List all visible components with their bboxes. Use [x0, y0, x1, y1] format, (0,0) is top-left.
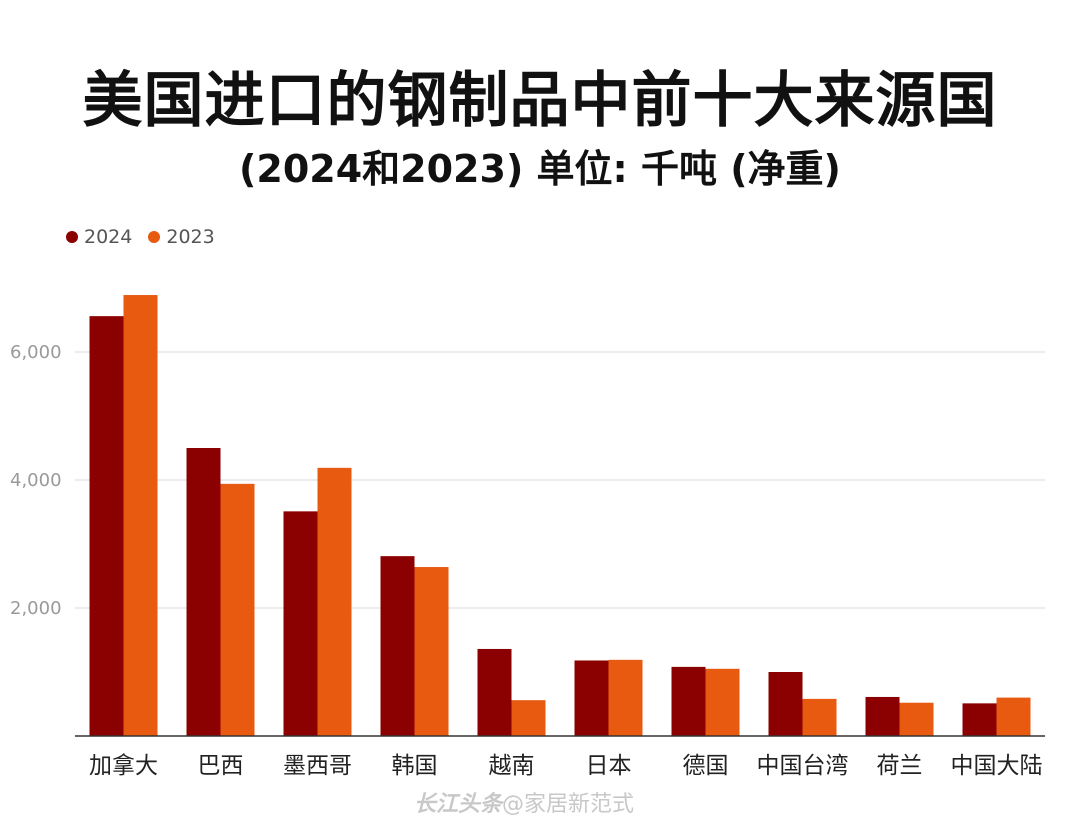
bar-2023-8	[899, 702, 934, 736]
y-tick-label: 2,000	[10, 598, 62, 619]
bar-2023-4	[511, 700, 546, 736]
x-category-label: 荷兰	[877, 753, 923, 779]
bar-2024-1	[186, 448, 221, 736]
x-category-label: 德国	[683, 753, 729, 779]
bar-2023-1	[220, 483, 255, 736]
x-category-label: 巴西	[198, 753, 244, 779]
bar-2024-4	[477, 648, 512, 736]
legend-swatch-2024	[66, 231, 78, 243]
x-category-label: 中国台湾	[757, 753, 849, 779]
chart-title: 美国进口的钢制品中前十大来源国	[82, 66, 998, 136]
bar-2024-7	[768, 672, 803, 736]
y-tick-label: 4,000	[10, 470, 62, 491]
bar-2023-7	[802, 698, 837, 736]
legend-item-2023: 2023	[148, 226, 215, 248]
watermark-brand: 长江头条	[414, 791, 503, 817]
bar-2023-6	[705, 668, 740, 736]
bar-2024-9	[962, 703, 997, 736]
chart-subtitle: (2024和2023) 单位: 千吨 (净重)	[239, 147, 841, 191]
watermark: 长江头条@家居新范式	[414, 786, 634, 818]
bar-2023-3	[414, 567, 449, 736]
legend-label-2024: 2024	[84, 226, 133, 248]
bar-2024-5	[574, 660, 609, 736]
x-category-label: 越南	[489, 753, 535, 779]
watermark-handle: @家居新范式	[502, 792, 635, 817]
bar-2023-0	[123, 295, 158, 736]
x-category-label: 韩国	[392, 753, 438, 779]
chart-legend: 2024 2023	[66, 226, 215, 248]
legend-swatch-2023	[148, 231, 161, 243]
x-category-label: 加拿大	[89, 752, 158, 779]
bar-2023-5	[608, 659, 643, 736]
x-category-label: 日本	[586, 753, 632, 779]
y-tick-label: 6,000	[10, 342, 62, 363]
bar-2023-2	[317, 467, 352, 736]
x-category-label: 中国大陆	[951, 753, 1043, 779]
legend-item-2024: 2024	[66, 226, 132, 248]
bar-2024-0	[89, 316, 124, 736]
bar-2024-2	[283, 511, 318, 736]
bar-2024-6	[671, 666, 706, 736]
bar-2024-3	[380, 556, 415, 736]
legend-label-2023: 2023	[166, 226, 215, 248]
bar-2024-8	[865, 696, 900, 736]
x-category-label: 墨西哥	[283, 753, 352, 779]
bar-2023-9	[996, 697, 1031, 736]
